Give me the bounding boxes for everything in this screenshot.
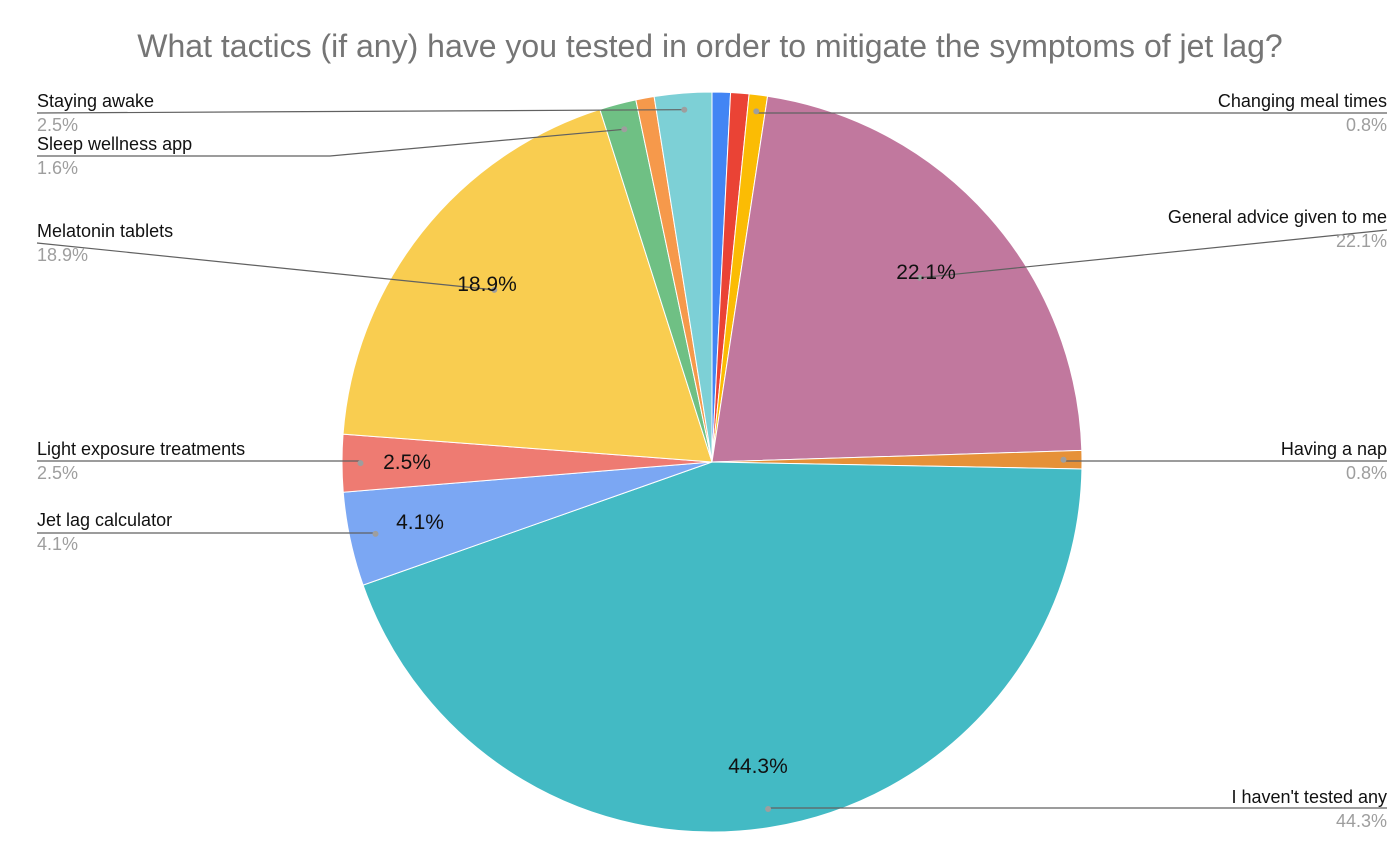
callout-pct-changing-meal-times: 0.8%: [1346, 115, 1387, 135]
leader-line-having-a-nap: [1062, 459, 1387, 462]
pie-slice-general-advice-given-to-me: [711, 95, 1083, 463]
slice-label-light-exposure: 2.5%: [383, 451, 431, 474]
pie-slice-i-haven-t-tested-any: [362, 461, 1083, 833]
callout-name-changing-meal-times: Changing meal times: [1218, 91, 1387, 111]
callout-name-jet-lag-calculator: Jet lag calculator: [37, 510, 172, 530]
callout-name-general-advice: General advice given to me: [1168, 207, 1387, 227]
callout-name-having-a-nap: Having a nap: [1281, 439, 1387, 459]
leader-line-melatonin-tablets: [36, 242, 495, 291]
leader-dot-i-haven-t-tested-any: [765, 806, 772, 812]
slice-label-jet-lag-calculator: 4.1%: [396, 511, 444, 534]
callout-pct-light-exposure-treatments: 2.5%: [37, 463, 78, 483]
callout-name-staying-awake: Staying awake: [37, 91, 154, 111]
callout-pct-general-advice: 22.1%: [1336, 231, 1387, 251]
leader-line-sleep-wellness-app: [37, 128, 625, 157]
callout-name-light-exposure-treatments: Light exposure treatments: [37, 439, 245, 459]
pie-slice-melatonin-tablets: [342, 108, 713, 463]
slices-layer: [341, 91, 1083, 833]
pie-slice-staying-awake: [653, 91, 713, 463]
leader-line-i-haven-t-tested-any: [767, 807, 1387, 809]
leader-dot-sleep-wellness-app: [621, 126, 628, 133]
leader-line-changing-meal-times: [755, 111, 1387, 114]
slice-label-melatonin-tablets: 18.9%: [457, 273, 517, 296]
leader-dot-having-a-nap: [1060, 456, 1067, 463]
callout-name-sleep-wellness-app: Sleep wellness app: [37, 134, 192, 154]
chart-title: What tactics (if any) have you tested in…: [137, 28, 1282, 64]
leader-dot-general-advice-given-to-me: [916, 274, 923, 281]
slice-label-general-advice: 22.1%: [896, 261, 956, 284]
callout-pct-jet-lag-calculator: 4.1%: [37, 534, 78, 554]
leader-line-staying-awake: [36, 109, 685, 114]
leader-line-general-advice-given-to-me: [919, 229, 1388, 279]
callout-pct-sleep-wellness-app: 1.6%: [37, 158, 78, 178]
callout-pct-staying-awake: 2.5%: [37, 115, 78, 135]
callout-pct-melatonin-tablets: 18.9%: [37, 245, 88, 265]
callout-name-havent-tested: I haven't tested any: [1231, 787, 1387, 807]
leader-dot-changing-meal-times: [753, 108, 760, 115]
callout-pct-having-a-nap: 0.8%: [1346, 463, 1387, 483]
leader-line-jet-lag-calculator: [37, 532, 377, 534]
leader-line-light-exposure-treatments: [37, 460, 362, 464]
leader-lines-layer: [36, 106, 1388, 812]
callout-pct-havent-tested: 44.3%: [1336, 811, 1387, 831]
leader-dot-staying-awake: [681, 106, 688, 113]
callout-name-melatonin-tablets: Melatonin tablets: [37, 221, 173, 241]
leader-dot-jet-lag-calculator: [372, 530, 379, 537]
leader-dot-light-exposure-treatments: [357, 460, 364, 467]
slice-label-havent-tested: 44.3%: [728, 755, 788, 778]
leader-dot-melatonin-tablets: [491, 286, 498, 293]
